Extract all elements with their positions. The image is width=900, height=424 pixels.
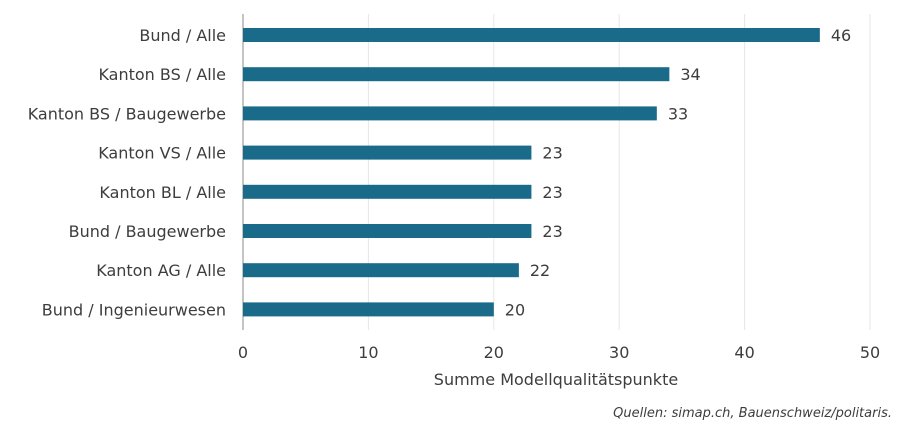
value-label: 23 — [542, 222, 562, 241]
bar — [243, 28, 820, 42]
value-label: 34 — [680, 65, 700, 84]
category-label: Kanton AG / Alle — [96, 261, 226, 280]
x-tick-labels: 0 10 20 30 40 50 — [238, 343, 880, 362]
category-labels: Bund / Alle Kanton BS / Alle Kanton BS / B… — [28, 26, 226, 319]
source-note: Quellen: simap.ch, Bauenschweiz/politari… — [613, 406, 892, 421]
value-label: 33 — [668, 104, 688, 123]
bar — [243, 145, 532, 160]
x-tick-label: 50 — [860, 343, 880, 362]
x-tick-label: 30 — [609, 343, 629, 362]
bar — [243, 263, 519, 278]
category-label: Kanton BS / Baugewerbe — [28, 104, 226, 123]
category-label: Bund / Ingenieurwesen — [42, 300, 226, 319]
bar — [243, 106, 657, 121]
x-axis-title: Summe Modellqualitätspunkte — [434, 370, 678, 389]
value-label: 46 — [831, 26, 851, 45]
value-label: 20 — [505, 300, 525, 319]
value-label: 22 — [530, 261, 550, 280]
gridlines — [242, 14, 871, 330]
bars — [243, 28, 820, 317]
bar — [243, 224, 532, 238]
value-labels: 46 34 33 23 23 23 22 20 — [505, 26, 851, 319]
bar — [243, 302, 494, 317]
category-label: Kanton BS / Alle — [98, 65, 226, 84]
value-label: 23 — [542, 183, 562, 202]
x-tick-label: 10 — [358, 343, 378, 362]
x-tick-label: 20 — [484, 343, 504, 362]
category-label: Bund / Alle — [139, 26, 226, 45]
value-label: 23 — [542, 144, 562, 163]
bar — [243, 67, 670, 82]
category-label: Kanton VS / Alle — [98, 144, 226, 163]
category-label: Kanton BL / Alle — [99, 183, 226, 202]
category-label: Bund / Baugewerbe — [69, 222, 226, 241]
x-tick-label: 40 — [734, 343, 754, 362]
x-tick-label: 0 — [238, 343, 248, 362]
bar — [243, 184, 532, 199]
